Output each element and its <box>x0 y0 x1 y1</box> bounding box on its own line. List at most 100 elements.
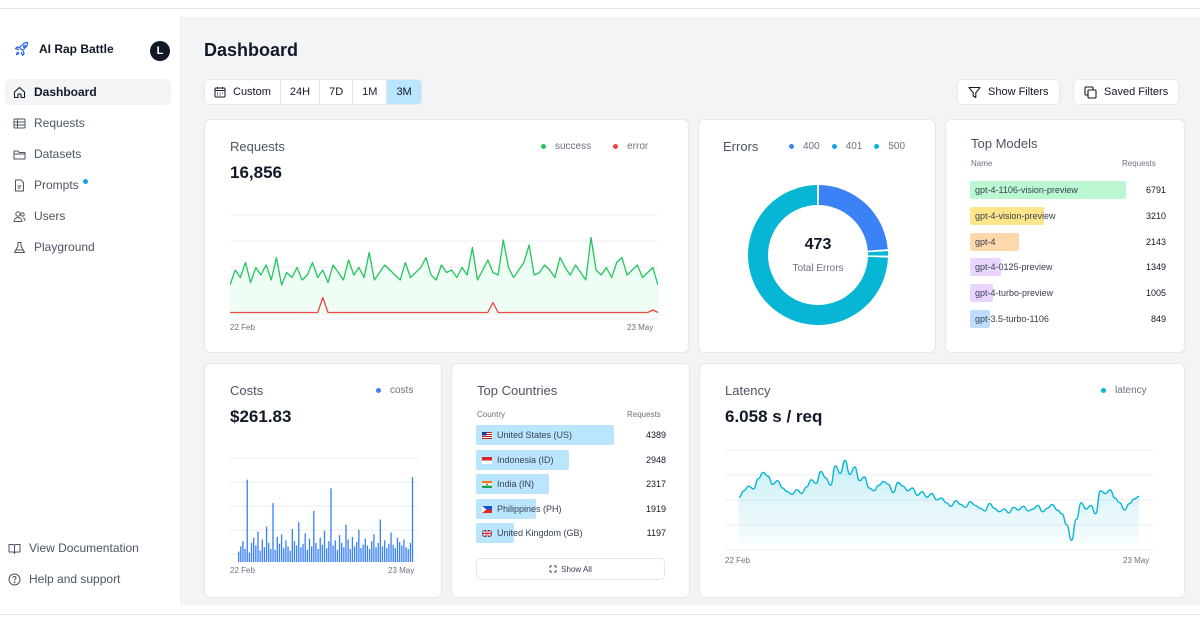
cost-bar[interactable] <box>409 542 412 562</box>
cost-bar[interactable] <box>304 533 306 562</box>
donut-slice-400[interactable] <box>818 185 888 251</box>
cost-bar[interactable] <box>373 534 375 562</box>
cost-bar[interactable] <box>270 549 272 562</box>
cost-bar[interactable] <box>403 539 405 562</box>
cost-bar[interactable] <box>310 546 313 562</box>
top-model-row[interactable]: gpt-4 2143 <box>970 232 1166 251</box>
top-country-row[interactable]: United Kingdom (GB) 1197 <box>476 523 666 544</box>
cost-bar[interactable] <box>407 549 409 562</box>
cost-bar[interactable] <box>240 546 242 562</box>
cost-bar[interactable] <box>356 542 358 562</box>
cost-bar[interactable] <box>323 530 326 562</box>
sidebar-item-datasets[interactable]: Datasets <box>5 141 171 167</box>
cost-bar[interactable] <box>332 545 334 562</box>
cost-bar[interactable] <box>343 547 345 562</box>
cost-bar[interactable] <box>285 540 287 562</box>
cost-bar[interactable] <box>278 543 281 562</box>
cost-bar[interactable] <box>351 536 354 562</box>
cost-bar[interactable] <box>244 549 246 562</box>
cost-bar[interactable] <box>379 519 381 562</box>
show-all-button[interactable]: Show All <box>476 558 665 580</box>
cost-bar[interactable] <box>280 534 283 562</box>
cost-bar[interactable] <box>326 548 328 562</box>
cost-bar[interactable] <box>295 545 298 562</box>
cost-bar[interactable] <box>315 542 317 562</box>
cost-bar[interactable] <box>338 535 341 562</box>
cost-bar[interactable] <box>401 545 403 562</box>
cost-bar[interactable] <box>345 524 347 562</box>
cost-bar[interactable] <box>386 548 388 562</box>
cost-bar[interactable] <box>306 549 309 562</box>
cost-bar[interactable] <box>319 537 321 562</box>
cost-bar[interactable] <box>411 477 414 562</box>
cost-bar[interactable] <box>272 503 274 562</box>
cost-bar[interactable] <box>336 549 339 562</box>
cost-bar[interactable] <box>255 545 257 562</box>
top-country-row[interactable]: India (IN) 2317 <box>476 474 666 495</box>
cost-bar[interactable] <box>392 544 394 562</box>
cost-bar[interactable] <box>246 479 248 562</box>
cost-bar[interactable] <box>353 546 356 562</box>
cost-bar[interactable] <box>334 540 336 562</box>
cost-bar[interactable] <box>377 542 379 562</box>
sidebar-item-playground[interactable]: Playground <box>5 234 171 260</box>
cost-bar[interactable] <box>398 542 401 562</box>
cost-bar[interactable] <box>371 541 373 562</box>
cost-bar[interactable] <box>390 532 392 562</box>
range-7d-button[interactable]: 7D <box>320 80 354 104</box>
cost-bar[interactable] <box>242 541 244 562</box>
cost-bar[interactable] <box>347 539 349 562</box>
cost-bar[interactable] <box>405 547 407 562</box>
cost-bar[interactable] <box>341 542 343 562</box>
cost-bar[interactable] <box>328 541 330 562</box>
cost-bar[interactable] <box>302 543 304 562</box>
sidebar-item-dashboard[interactable]: Dashboard <box>5 79 171 105</box>
range-custom-button[interactable]: Custom <box>205 80 281 104</box>
cost-bar[interactable] <box>283 548 285 562</box>
cost-bar[interactable] <box>268 542 270 562</box>
cost-bar[interactable] <box>313 510 315 562</box>
sidebar-item-requests[interactable]: Requests <box>5 110 171 136</box>
cost-bar[interactable] <box>293 541 296 562</box>
cost-bar[interactable] <box>289 550 291 562</box>
cost-bar[interactable] <box>349 549 351 562</box>
top-model-row[interactable]: gpt-4-turbo-preview 1005 <box>970 284 1166 303</box>
cost-bar[interactable] <box>364 538 366 562</box>
range-24h-button[interactable]: 24H <box>281 80 321 104</box>
top-model-row[interactable]: gpt-4-0125-preview 1349 <box>970 258 1166 277</box>
avatar[interactable]: L <box>150 41 170 61</box>
brand[interactable]: AI Rap Battle <box>14 41 114 57</box>
cost-bar[interactable] <box>265 526 268 562</box>
sidebar-item-prompts[interactable]: Prompts <box>5 172 171 198</box>
top-country-row[interactable]: Indonesia (ID) 2948 <box>476 449 666 470</box>
cost-bar[interactable] <box>276 536 278 562</box>
cost-bar[interactable] <box>321 544 324 562</box>
cost-bar[interactable] <box>300 547 302 562</box>
show-filters-button[interactable]: Show Filters <box>957 79 1060 105</box>
donut-slice-401[interactable] <box>867 251 889 256</box>
top-model-row[interactable]: gpt-4-1106-vision-preview 6791 <box>970 181 1166 199</box>
cost-bar[interactable] <box>381 546 384 562</box>
range-3m-button[interactable]: 3M <box>387 80 421 104</box>
cost-bar[interactable] <box>259 550 261 562</box>
cost-bar[interactable] <box>287 546 289 562</box>
cost-bar[interactable] <box>358 529 360 562</box>
top-model-row[interactable]: gpt-4-vision-preview 3210 <box>970 206 1166 225</box>
cost-bar[interactable] <box>250 542 253 562</box>
cost-bar[interactable] <box>253 537 255 562</box>
top-country-row[interactable]: Philippines (PH) 1919 <box>476 498 666 519</box>
cost-bar[interactable] <box>274 549 276 562</box>
cost-bar[interactable] <box>360 548 362 562</box>
cost-bar[interactable] <box>362 544 364 562</box>
cost-bar[interactable] <box>298 522 300 562</box>
range-1m-button[interactable]: 1M <box>353 80 388 104</box>
top-model-row[interactable]: gpt-3.5-turbo-1106 849 <box>970 310 1166 328</box>
cost-bar[interactable] <box>308 538 311 562</box>
cost-bar[interactable] <box>396 537 399 562</box>
cost-bar[interactable] <box>238 551 240 562</box>
cost-bar[interactable] <box>261 539 263 562</box>
saved-filters-button[interactable]: Saved Filters <box>1073 79 1180 105</box>
cost-bar[interactable] <box>330 488 332 562</box>
cost-bar[interactable] <box>317 549 319 562</box>
cost-bar[interactable] <box>383 540 386 562</box>
